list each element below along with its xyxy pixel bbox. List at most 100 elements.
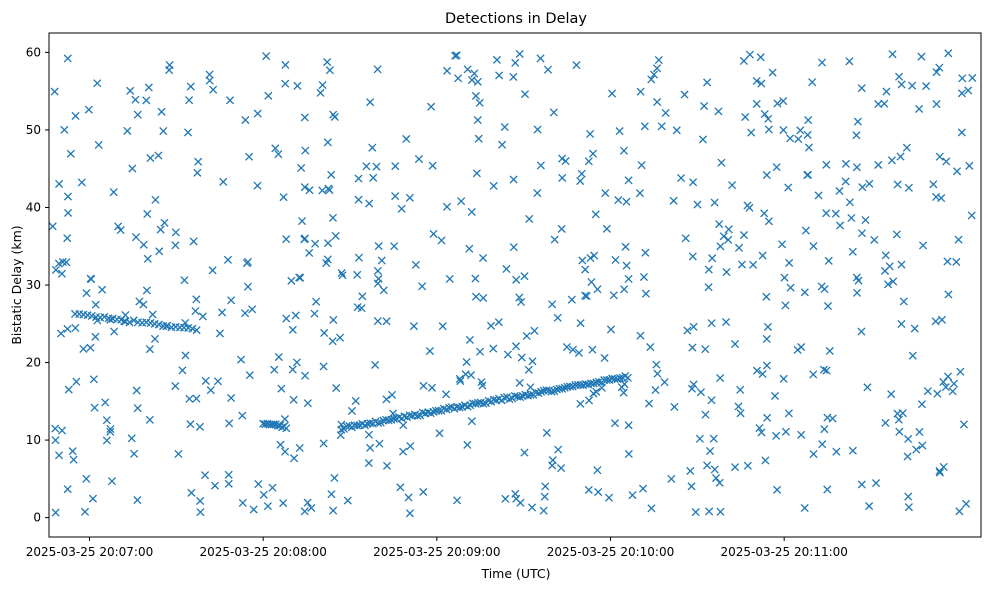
data-point <box>388 390 397 399</box>
data-point <box>745 203 754 212</box>
data-point <box>652 64 662 73</box>
x-tick-label: 2025-03-25 20:10:00 <box>547 545 674 559</box>
x-axis-label: Time (UTC) <box>480 566 550 581</box>
data-point <box>150 334 160 343</box>
data-point <box>327 490 336 499</box>
data-point <box>253 109 262 118</box>
data-point <box>192 326 201 335</box>
data-point <box>429 229 438 238</box>
data-point <box>848 446 857 455</box>
data-point <box>358 292 367 301</box>
data-point <box>883 280 893 289</box>
data-point <box>238 498 247 508</box>
data-point <box>472 169 481 178</box>
data-point <box>593 466 602 475</box>
data-point <box>604 493 614 502</box>
data-point <box>804 143 814 152</box>
data-point <box>144 83 153 92</box>
data-point <box>717 158 726 167</box>
data-point <box>576 319 585 328</box>
data-point <box>786 134 795 143</box>
data-point <box>533 125 542 134</box>
data-point <box>290 454 299 463</box>
data-point <box>501 494 510 503</box>
data-point <box>405 509 415 518</box>
data-point <box>54 451 64 460</box>
data-point <box>323 138 332 147</box>
data-point <box>300 371 310 380</box>
data-point <box>539 506 548 515</box>
data-point <box>143 254 152 263</box>
data-point <box>777 240 787 249</box>
data-point <box>700 101 709 111</box>
data-point <box>372 162 381 171</box>
data-point <box>620 285 629 294</box>
data-point <box>967 211 976 220</box>
data-point <box>955 507 964 516</box>
data-point <box>617 383 626 392</box>
data-point <box>332 384 341 393</box>
data-point <box>918 441 927 450</box>
data-point <box>932 68 941 77</box>
data-point <box>894 415 903 424</box>
data-point <box>584 396 594 405</box>
data-point <box>471 274 480 283</box>
data-point <box>475 347 485 356</box>
data-point <box>390 242 399 251</box>
data-point <box>311 239 320 248</box>
data-point <box>558 173 567 182</box>
data-point <box>181 351 190 360</box>
data-point <box>457 197 466 206</box>
data-point <box>835 186 844 196</box>
data-point <box>262 52 271 61</box>
data-point <box>198 312 207 321</box>
y-tick-label: 20 <box>26 356 41 370</box>
data-point <box>323 239 333 248</box>
data-point <box>898 409 907 418</box>
data-point <box>123 126 132 135</box>
data-point <box>245 371 254 380</box>
data-point <box>902 143 911 152</box>
data-point <box>145 345 154 354</box>
data-point <box>406 442 415 451</box>
data-point <box>689 322 698 331</box>
data-point <box>752 76 761 86</box>
data-point <box>428 161 437 170</box>
data-point <box>142 96 151 105</box>
data-point <box>280 415 289 424</box>
data-point <box>757 428 766 437</box>
data-point <box>224 479 233 488</box>
data-point <box>736 409 745 418</box>
data-point <box>863 383 872 392</box>
data-point <box>957 89 966 98</box>
data-point <box>200 471 210 480</box>
data-point <box>739 56 748 66</box>
data-point <box>243 257 252 266</box>
data-point <box>471 292 481 301</box>
data-point <box>937 194 946 203</box>
data-point <box>808 78 817 87</box>
data-point <box>277 384 286 393</box>
data-point <box>316 88 325 97</box>
data-point <box>912 445 921 454</box>
data-point <box>882 87 891 96</box>
chart-title: Detections in Delay <box>445 11 587 27</box>
data-point <box>509 72 518 82</box>
data-point <box>525 214 534 223</box>
data-point <box>764 125 773 134</box>
data-point <box>287 276 296 285</box>
data-point <box>185 96 194 105</box>
y-tick-label: 60 <box>26 45 41 59</box>
data-point <box>382 395 391 404</box>
data-point <box>534 389 543 398</box>
data-point <box>817 282 826 291</box>
data-point <box>503 350 512 359</box>
data-point <box>562 343 571 352</box>
data-point <box>58 257 67 267</box>
data-point <box>477 378 486 387</box>
data-point <box>91 332 100 341</box>
data-point <box>889 277 898 286</box>
data-point <box>187 488 196 497</box>
data-point <box>703 461 712 470</box>
data-point <box>568 345 578 354</box>
